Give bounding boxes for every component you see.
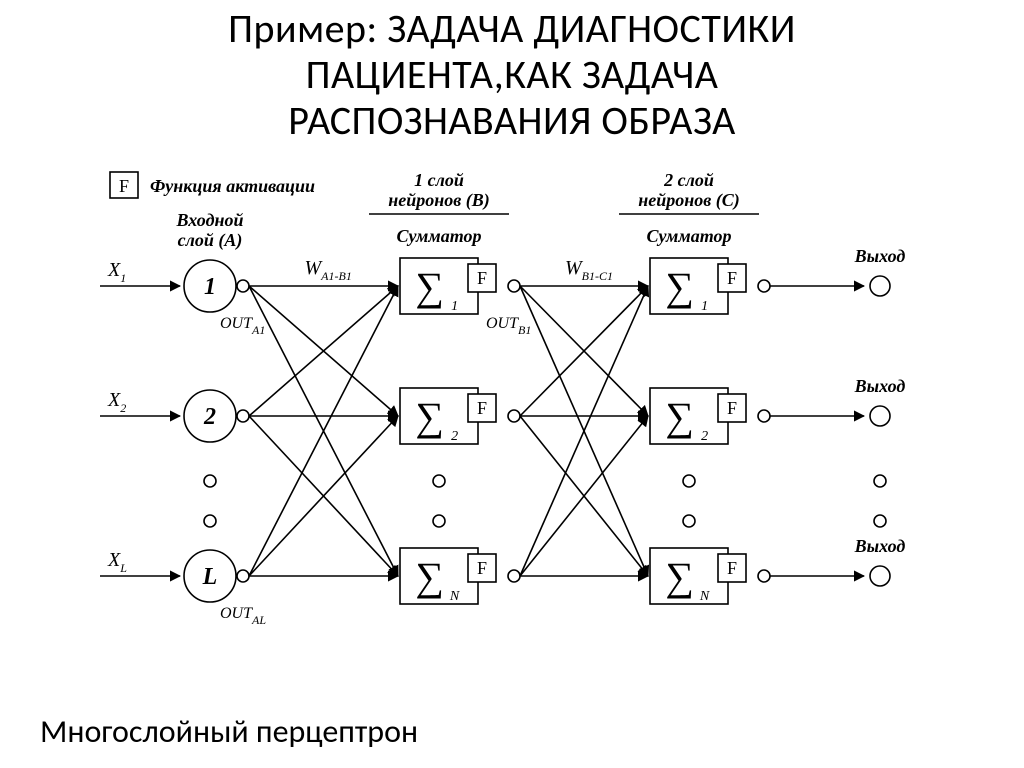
svg-text:∑: ∑ xyxy=(665,394,694,439)
slide-title: Пример: ЗАДАЧА ДИАГНОСТИКИ ПАЦИЕНТА,КАК … xyxy=(0,0,1024,144)
svg-text:OUTB1: OUTB1 xyxy=(486,315,531,337)
svg-text:X1: X1 xyxy=(107,259,126,285)
svg-text:F: F xyxy=(477,268,487,288)
svg-text:Сумматор: Сумматор xyxy=(647,226,732,246)
svg-text:F: F xyxy=(477,398,487,418)
svg-text:Входной: Входной xyxy=(176,210,244,230)
caption: Многослойный перцептрон xyxy=(40,712,418,751)
svg-text:Функция активации: Функция активации xyxy=(150,176,315,196)
svg-text:1: 1 xyxy=(204,274,216,300)
svg-text:Выход: Выход xyxy=(854,536,906,556)
svg-text:∑: ∑ xyxy=(665,264,694,309)
svg-text:∑: ∑ xyxy=(415,394,444,439)
svg-text:1 слой: 1 слой xyxy=(414,170,464,190)
title-line-1: Пример: ЗАДАЧА ДИАГНОСТИКИ xyxy=(0,6,1024,52)
svg-text:слой (A): слой (A) xyxy=(178,230,243,251)
svg-text:нейронов (B): нейронов (B) xyxy=(388,190,490,211)
svg-text:WB1-C1: WB1-C1 xyxy=(565,257,613,283)
svg-text:2: 2 xyxy=(203,404,216,430)
svg-text:2: 2 xyxy=(701,429,708,444)
svg-text:∑: ∑ xyxy=(665,554,694,599)
svg-text:Выход: Выход xyxy=(854,246,906,266)
svg-text:XL: XL xyxy=(107,549,127,575)
svg-text:нейронов (C): нейронов (C) xyxy=(638,190,740,211)
title-line-2: ПАЦИЕНТА,КАК ЗАДАЧА xyxy=(0,52,1024,98)
svg-text:OUTAL: OUTAL xyxy=(220,605,266,627)
svg-text:N: N xyxy=(449,589,460,604)
svg-text:X2: X2 xyxy=(107,389,126,415)
svg-text:Сумматор: Сумматор xyxy=(397,226,482,246)
svg-text:1: 1 xyxy=(701,299,708,314)
svg-text:F: F xyxy=(477,558,487,578)
svg-text:OUTA1: OUTA1 xyxy=(220,315,265,337)
svg-text:Выход: Выход xyxy=(854,376,906,396)
svg-text:F: F xyxy=(727,398,737,418)
svg-text:F: F xyxy=(727,558,737,578)
svg-text:N: N xyxy=(699,589,710,604)
svg-text:2 слой: 2 слой xyxy=(663,170,714,190)
svg-text:WA1-B1: WA1-B1 xyxy=(305,257,352,283)
svg-text:F: F xyxy=(727,268,737,288)
svg-text:1: 1 xyxy=(451,299,458,314)
title-line-3: РАСПОЗНАВАНИЯ ОБРАЗА xyxy=(0,98,1024,144)
perceptron-diagram: FФункция активацииВходнойслой (A)1 слойн… xyxy=(0,156,1024,716)
svg-text:F: F xyxy=(119,176,129,196)
svg-text:L: L xyxy=(202,564,218,590)
svg-text:2: 2 xyxy=(451,429,458,444)
svg-text:∑: ∑ xyxy=(415,264,444,309)
svg-text:∑: ∑ xyxy=(415,554,444,599)
